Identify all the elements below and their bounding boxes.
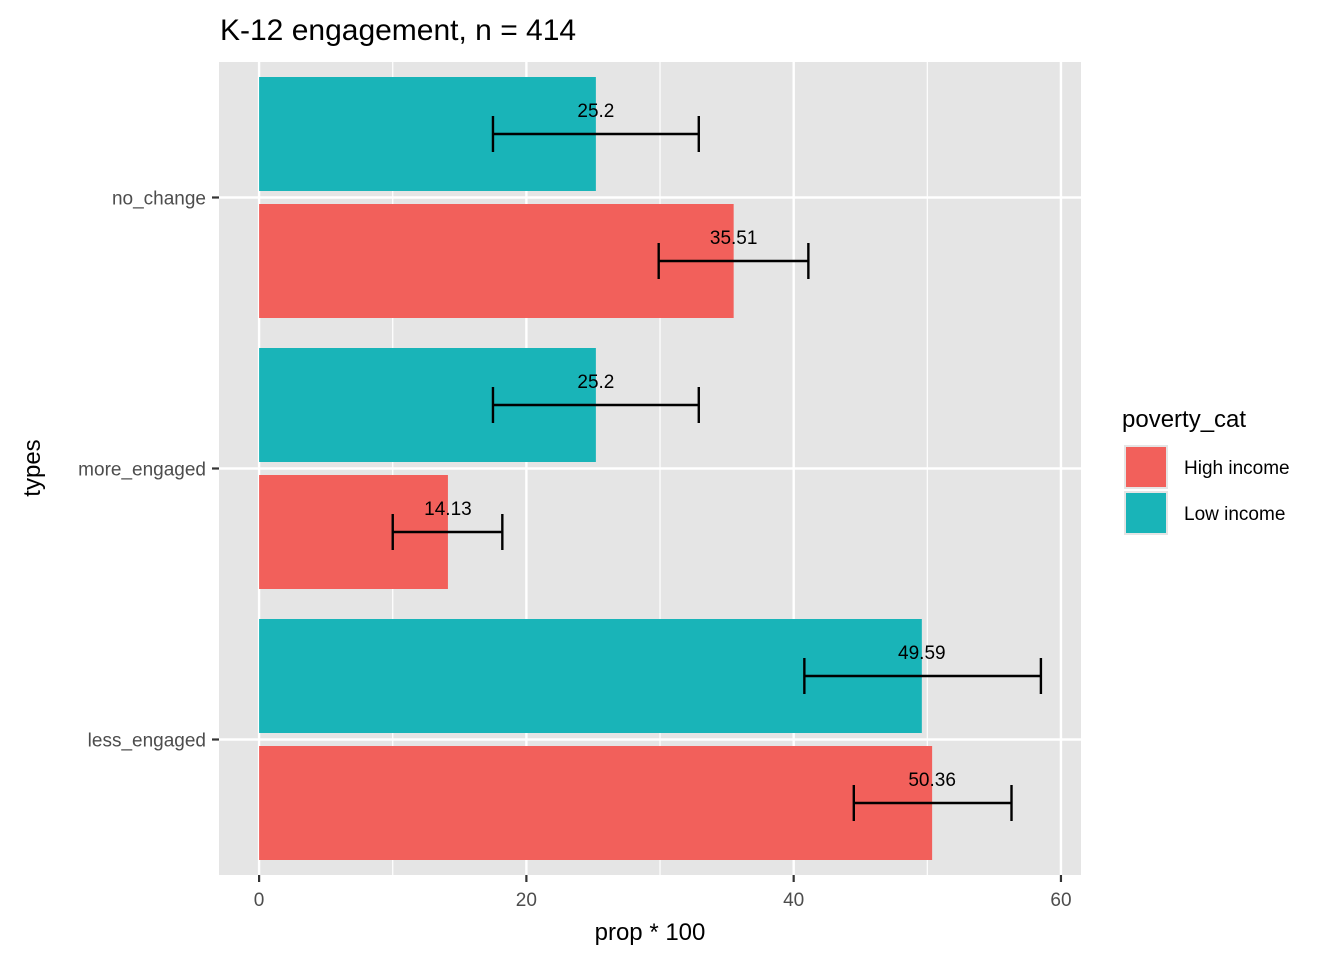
x-axis-title: prop * 100 <box>595 919 706 946</box>
legend-swatch <box>1126 493 1166 533</box>
legend-title: poverty_cat <box>1122 406 1246 433</box>
x-tick-label: 20 <box>516 890 537 911</box>
error-bar-high-income-more_engaged <box>391 514 504 550</box>
legend-label: High income <box>1184 458 1290 479</box>
y-axis: no_change more_engaged less_engaged <box>78 189 219 752</box>
y-tick-label: less_engaged <box>88 731 206 752</box>
legend-swatch <box>1126 447 1166 487</box>
x-tick-label: 0 <box>254 890 265 911</box>
legend-item-high-income: High income <box>1124 445 1290 489</box>
error-bars <box>391 116 1043 821</box>
legend-item-low-income: Low income <box>1124 491 1285 535</box>
bars <box>259 77 933 860</box>
data-label: 25.2 <box>577 101 614 122</box>
data-label: 49.59 <box>898 643 946 664</box>
bar-high-income-no_change <box>259 204 734 318</box>
y-axis-title: types <box>19 439 46 496</box>
legend-label: Low income <box>1184 504 1285 525</box>
x-axis: 0 20 40 60 <box>254 875 1072 911</box>
error-bar-low-income-less_engaged <box>803 658 1043 694</box>
data-label: 25.2 <box>577 372 614 393</box>
legend-items: High income Low income <box>1124 445 1290 535</box>
chart-title: K-12 engagement, n = 414 <box>220 14 576 47</box>
data-label: 14.13 <box>424 499 472 520</box>
data-labels: 25.2 25.2 49.59 35.51 14.13 50.36 <box>424 101 956 791</box>
error-bar-low-income-no_change <box>491 116 700 152</box>
x-tick-label: 40 <box>783 890 804 911</box>
data-label: 50.36 <box>908 770 956 791</box>
y-tick-label: no_change <box>112 189 206 210</box>
bar-high-income-less_engaged <box>259 746 933 860</box>
error-bar-low-income-more_engaged <box>491 387 700 423</box>
error-bar-high-income-less_engaged <box>852 785 1013 821</box>
x-tick-label: 60 <box>1050 890 1071 911</box>
data-label: 35.51 <box>710 228 758 249</box>
y-tick-label: more_engaged <box>78 460 206 481</box>
gridlines <box>219 62 1081 875</box>
legend: poverty_cat High income Low income <box>1122 406 1290 535</box>
error-bar-high-income-no_change <box>657 243 810 279</box>
